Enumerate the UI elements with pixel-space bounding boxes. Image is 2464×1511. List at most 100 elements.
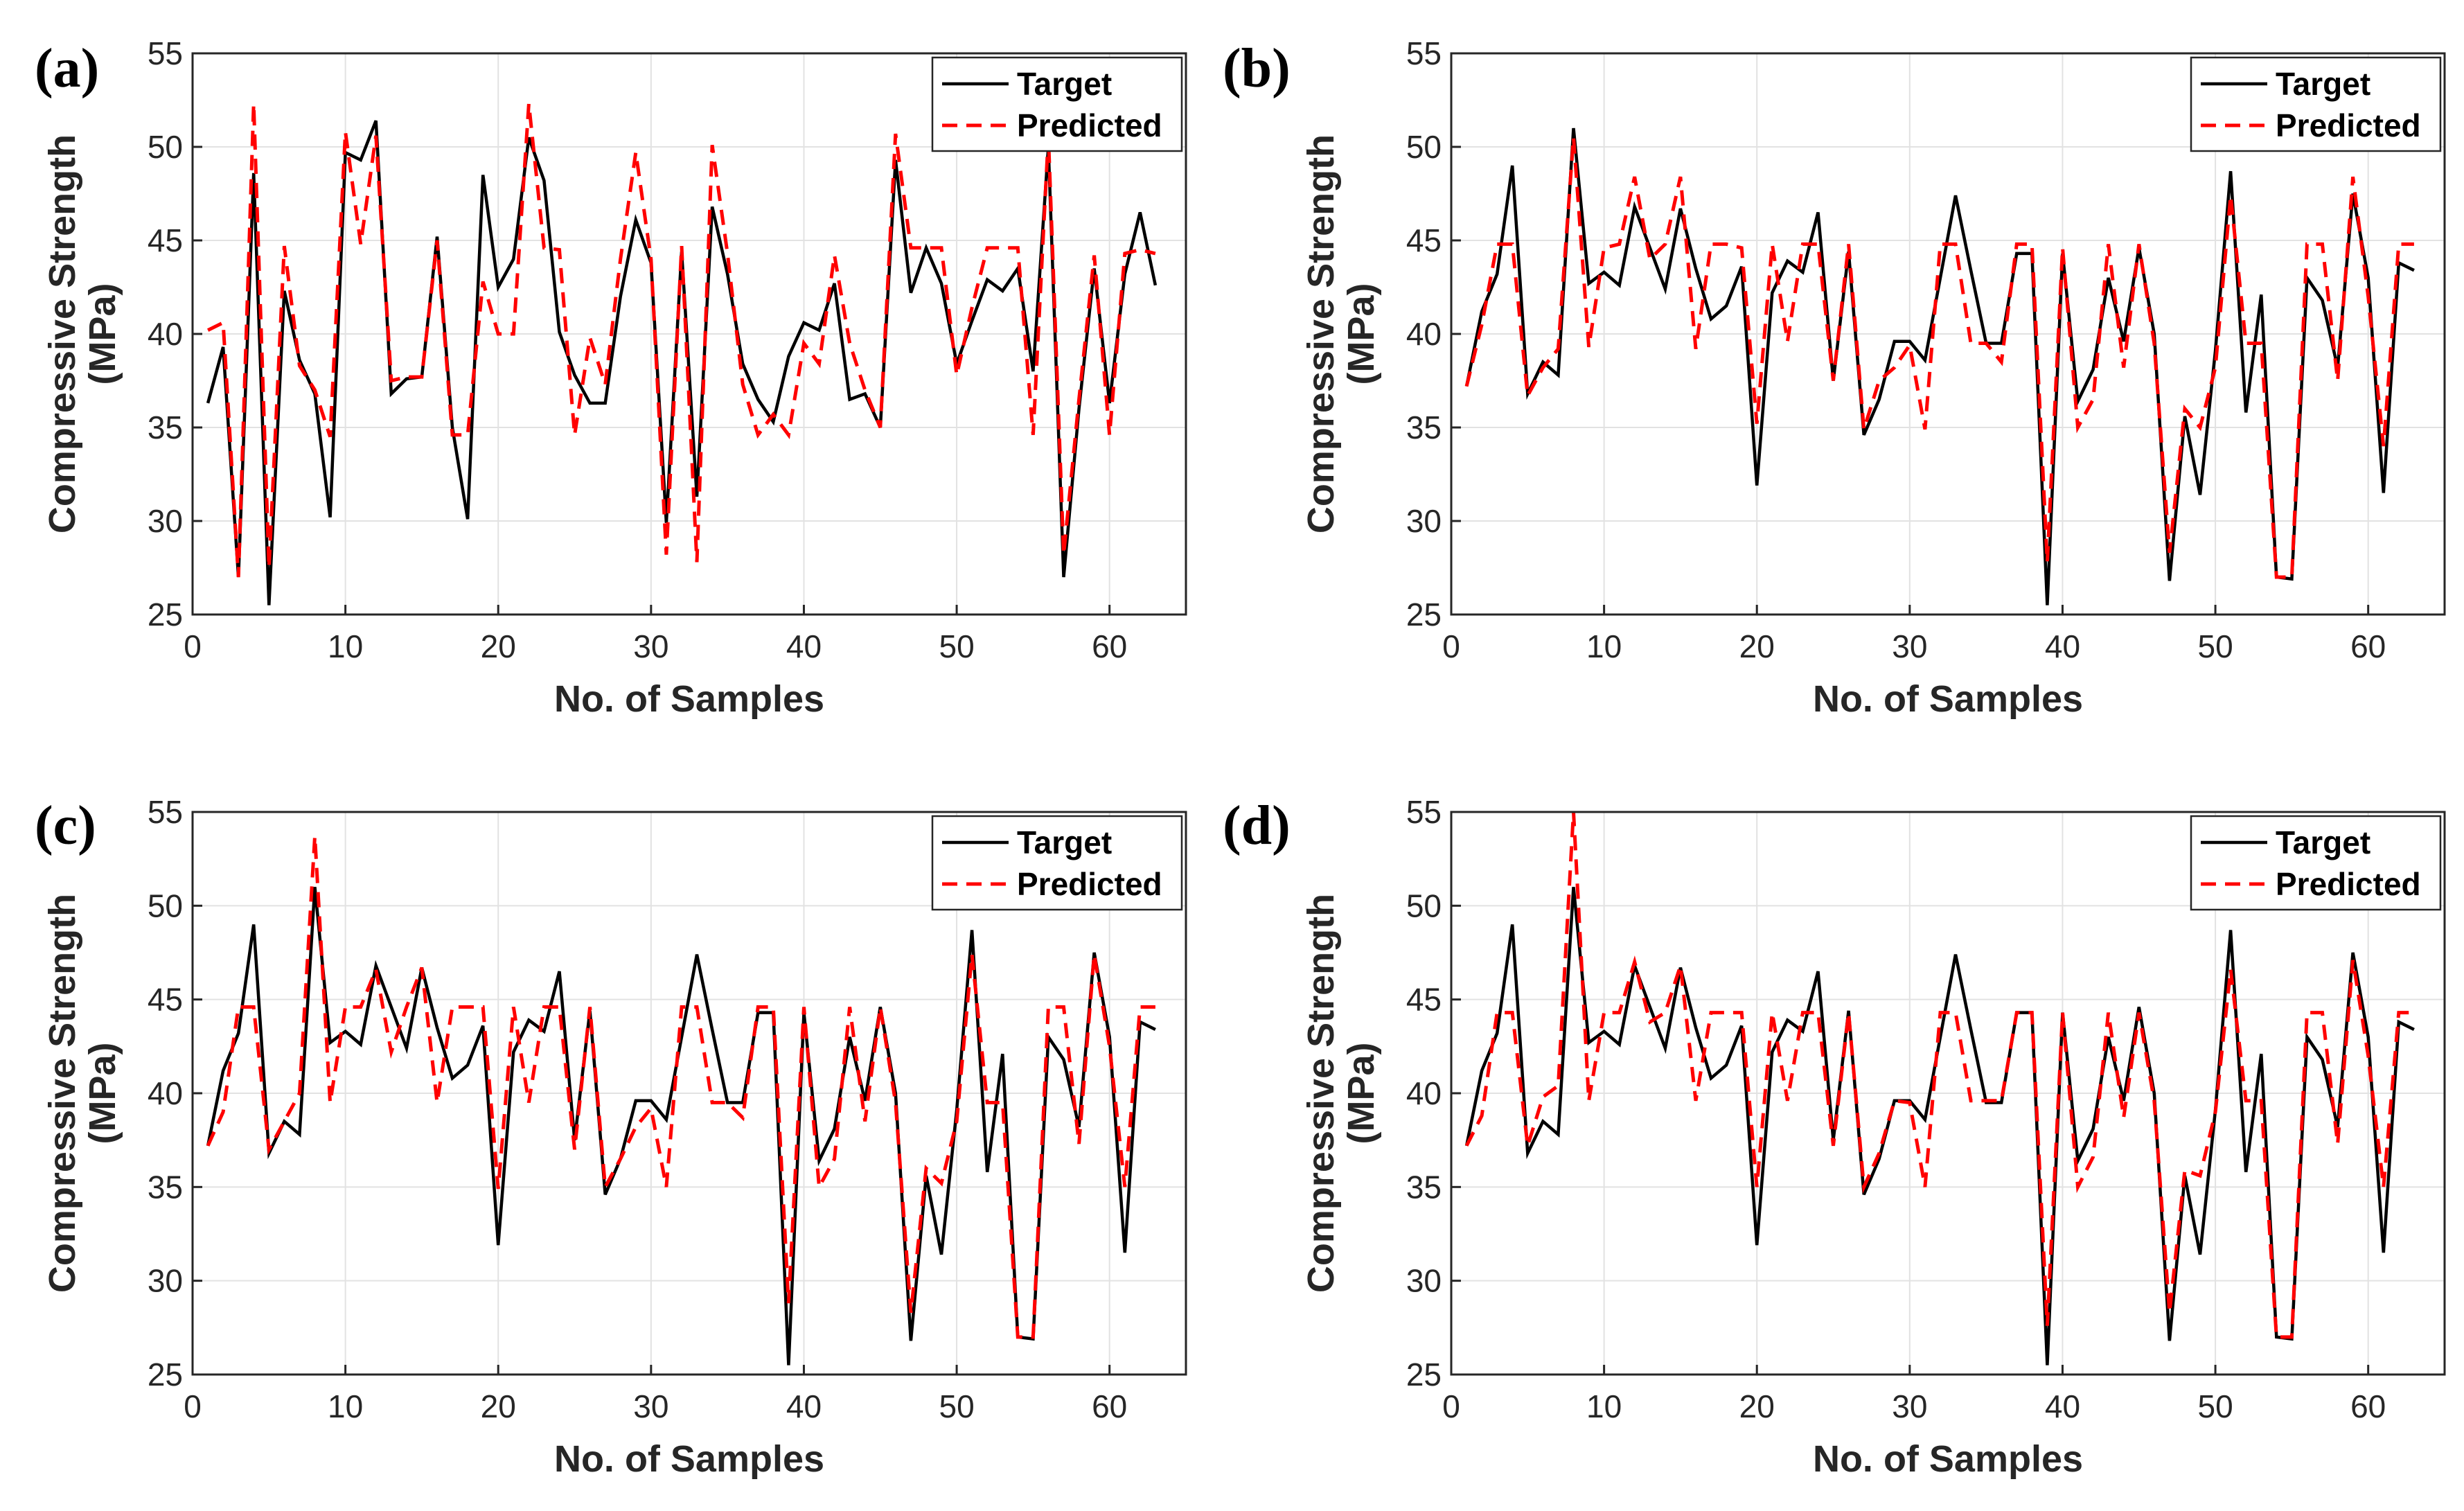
- y-tick-label: 55: [1406, 35, 1442, 71]
- x-tick-label: 10: [1586, 1388, 1622, 1424]
- chart-panel-a: 0 10 20 30 40 50 60 25 30 35 40 45 50 55 No. of Sample…: [35, 35, 1187, 720]
- y-tick-label: 50: [1406, 129, 1442, 165]
- y-tick-label: 35: [1406, 1169, 1442, 1205]
- x-tick-label: 30: [633, 628, 668, 664]
- legend: Target Predicted: [2190, 56, 2442, 152]
- y-axis-label-units: (MPa): [1340, 1043, 1382, 1145]
- y-tick-label: 50: [1406, 887, 1442, 924]
- y-axis-label: Compressive Strength: [42, 894, 83, 1293]
- y-tick-label: 45: [1406, 982, 1442, 1018]
- panel-label: (a): [35, 38, 99, 99]
- x-tick-label: 20: [1739, 1388, 1775, 1424]
- legend-box: [931, 815, 1183, 911]
- series-line-target: [206, 887, 1156, 1366]
- chart-panel-d: 0 10 20 30 40 50 60 25 30 35 40 45 50 55 No. of Sample…: [1223, 794, 2446, 1480]
- y-tick-label: 35: [148, 1169, 183, 1205]
- x-tick-label: 30: [633, 1388, 668, 1424]
- y-tick-label: 30: [148, 503, 183, 539]
- x-tick-label: 60: [2350, 1388, 2386, 1424]
- legend-label-predicted: Predicted: [1017, 107, 1162, 143]
- y-tick-label: 40: [148, 316, 183, 352]
- y-tick-label: 30: [1406, 503, 1442, 539]
- x-tick-label: 60: [1092, 1388, 1127, 1424]
- legend-label-target: Target: [1017, 66, 1112, 102]
- x-tick-label: 20: [481, 628, 516, 664]
- x-tick-label: 0: [184, 628, 202, 664]
- y-tick-label: 30: [1406, 1263, 1442, 1299]
- x-axis-label: No. of Samples: [554, 678, 824, 720]
- y-tick-label: 25: [148, 1357, 183, 1393]
- legend-label-predicted: Predicted: [2276, 107, 2421, 143]
- series-line-predicted: [1464, 137, 2414, 579]
- legend-box: [2190, 56, 2442, 152]
- panel-label: (d): [1223, 795, 1291, 856]
- x-tick-label: 60: [2350, 628, 2386, 664]
- y-tick-label: 50: [148, 129, 183, 165]
- y-tick-label: 35: [1406, 409, 1442, 445]
- x-axis-label: No. of Samples: [1813, 1438, 2083, 1480]
- y-tick-label: 55: [1406, 794, 1442, 830]
- series-line-target: [1464, 887, 2415, 1366]
- x-tick-label: 40: [786, 628, 822, 664]
- x-tick-label: 60: [1092, 628, 1127, 664]
- y-axis-label-units: (MPa): [82, 283, 123, 385]
- x-tick-label: 0: [184, 1388, 202, 1424]
- legend-label-target: Target: [2276, 66, 2370, 102]
- legend-label-predicted: Predicted: [1017, 866, 1162, 902]
- legend: Target Predicted: [931, 815, 1183, 911]
- series-line-predicted: [206, 836, 1155, 1339]
- y-tick-label: 40: [1406, 316, 1442, 352]
- x-tick-label: 50: [2197, 628, 2233, 664]
- x-tick-label: 30: [1892, 1388, 1927, 1424]
- y-tick-label: 45: [148, 982, 183, 1018]
- legend-label-target: Target: [2276, 824, 2370, 860]
- legend-label-predicted: Predicted: [2276, 866, 2421, 902]
- panel-label: (b): [1223, 38, 1291, 99]
- y-tick-label: 25: [1406, 597, 1442, 633]
- y-tick-label: 50: [148, 887, 183, 924]
- x-tick-label: 50: [2197, 1388, 2233, 1424]
- legend-box: [931, 56, 1183, 152]
- x-tick-label: 10: [1586, 628, 1622, 664]
- y-tick-label: 55: [148, 35, 183, 71]
- y-tick-label: 40: [148, 1075, 183, 1111]
- y-tick-label: 35: [148, 409, 183, 445]
- y-tick-label: 25: [1406, 1357, 1442, 1393]
- x-tick-label: 50: [939, 628, 974, 664]
- x-tick-label: 0: [1442, 628, 1460, 664]
- panel-label: (c): [35, 795, 96, 856]
- y-tick-label: 40: [1406, 1075, 1442, 1111]
- y-tick-label: 30: [148, 1263, 183, 1299]
- y-tick-label: 25: [148, 597, 183, 633]
- y-axis-label: Compressive Strength: [42, 134, 83, 533]
- series-line-target: [1464, 127, 2415, 606]
- x-tick-label: 10: [328, 628, 363, 664]
- chart-panel-c: 0 10 20 30 40 50 60 25 30 35 40 45 50 55 No. of Sample…: [35, 794, 1187, 1480]
- x-axis-label: No. of Samples: [1813, 678, 2083, 720]
- y-axis-label-units: (MPa): [1340, 283, 1382, 385]
- series-line-predicted: [1464, 811, 2414, 1339]
- y-tick-label: 55: [148, 794, 183, 830]
- y-axis-label-units: (MPa): [82, 1043, 123, 1145]
- x-tick-label: 40: [786, 1388, 822, 1424]
- legend: Target Predicted: [2190, 815, 2442, 911]
- y-axis-label: Compressive Strength: [1300, 134, 1342, 533]
- chart-panel-b: 0 10 20 30 40 50 60 25 30 35 40 45 50 55 No. of Sample…: [1223, 35, 2446, 720]
- x-tick-label: 40: [2045, 628, 2080, 664]
- x-tick-label: 0: [1442, 1388, 1460, 1424]
- series-line-predicted: [206, 103, 1156, 578]
- x-tick-label: 20: [481, 1388, 516, 1424]
- y-tick-label: 45: [1406, 222, 1442, 258]
- y-tick-label: 45: [148, 222, 183, 258]
- x-tick-label: 10: [328, 1388, 363, 1424]
- y-axis-label: Compressive Strength: [1300, 894, 1342, 1293]
- legend-label-target: Target: [1017, 824, 1112, 860]
- legend: Target Predicted: [931, 56, 1183, 152]
- x-tick-label: 30: [1892, 628, 1927, 664]
- x-axis-label: No. of Samples: [554, 1438, 824, 1480]
- x-tick-label: 20: [1739, 628, 1775, 664]
- x-tick-label: 40: [2045, 1388, 2080, 1424]
- legend-box: [2190, 815, 2442, 911]
